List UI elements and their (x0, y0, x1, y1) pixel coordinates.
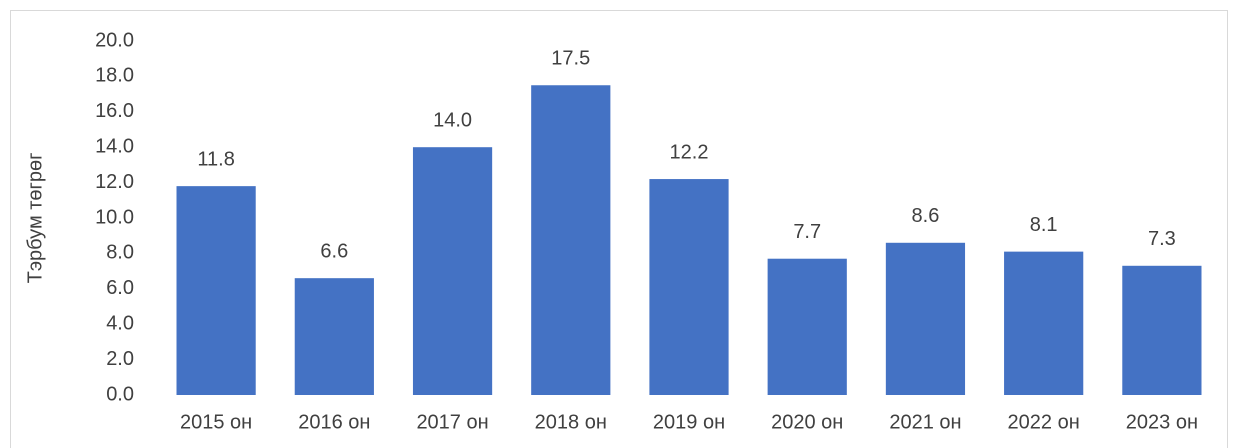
y-tick-label: 12.0 (95, 171, 134, 193)
y-tick-label: 18.0 (95, 65, 134, 87)
x-tick-label: 2019 он (653, 411, 725, 433)
data-label: 6.6 (320, 240, 348, 262)
x-tick-label: 2018 он (535, 411, 607, 433)
y-tick-label: 2.0 (106, 348, 134, 370)
y-tick-label: 20.0 (95, 29, 134, 51)
y-axis-label: Тэрбум төгрөг (24, 153, 46, 284)
y-tick-label: 8.0 (106, 242, 134, 264)
y-tick-label: 6.0 (106, 277, 134, 299)
x-tick-label: 2016 он (298, 411, 370, 433)
y-tick-label: 0.0 (106, 383, 134, 405)
y-tick-label: 10.0 (95, 206, 134, 228)
x-tick-label: 2021 он (889, 411, 961, 433)
x-tick-label: 2017 он (416, 411, 488, 433)
bar (531, 85, 611, 395)
data-label: 7.7 (793, 221, 821, 243)
y-tick-label: 16.0 (95, 100, 134, 122)
bar (1004, 251, 1084, 395)
y-tick-label: 4.0 (106, 312, 134, 334)
bar (885, 242, 966, 395)
x-tick-label: 2022 он (1008, 411, 1080, 433)
chart-border (10, 10, 1228, 448)
bar (176, 186, 256, 395)
bar (1122, 265, 1202, 395)
bar (294, 278, 374, 395)
data-label: 17.5 (551, 48, 590, 70)
data-label: 12.2 (670, 141, 709, 163)
bar (649, 179, 729, 395)
x-tick-label: 2015 он (180, 411, 252, 433)
bar (767, 258, 847, 395)
x-tick-label: 2023 он (1126, 411, 1198, 433)
y-tick-label: 14.0 (95, 135, 134, 157)
data-label: 8.1 (1030, 214, 1058, 236)
x-tick-label: 2020 он (771, 411, 843, 433)
data-label: 8.6 (912, 205, 940, 227)
data-label: 14.0 (433, 109, 472, 131)
data-label: 11.8 (197, 148, 234, 170)
data-label: 7.3 (1148, 228, 1176, 250)
bar (412, 147, 493, 395)
